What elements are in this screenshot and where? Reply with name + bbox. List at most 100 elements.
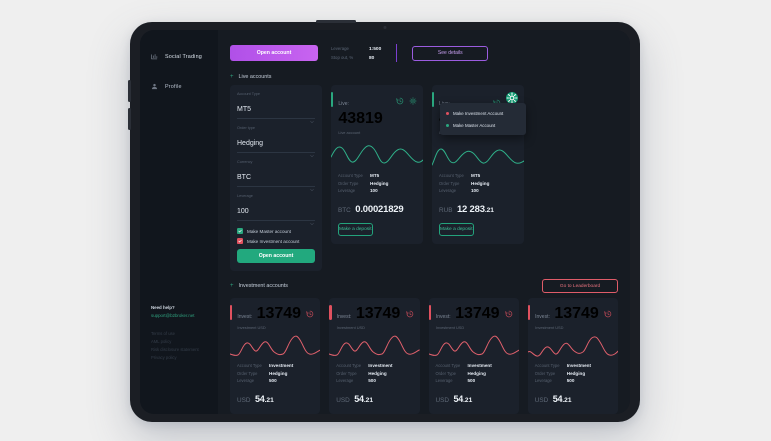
menu-item-label: Make Master Account — [453, 122, 496, 128]
detail-key: Order Type — [338, 180, 359, 186]
live-account-card: Live: 43819 Live account — [331, 85, 423, 244]
card-title-group: Invest: 13749 Investment USD — [436, 305, 500, 330]
card-account-id: 13749 — [355, 305, 401, 322]
detail-value: Hedging — [370, 180, 389, 186]
make-deposit-button[interactable]: Make a deposit — [439, 222, 474, 236]
see-details-button[interactable]: See details — [412, 45, 489, 61]
menu-item-make-master-account[interactable]: Make Master Account — [440, 119, 526, 131]
go-to-leaderboard-button[interactable]: Go to Leaderboard — [542, 279, 618, 293]
balance-currency: USD — [237, 396, 251, 404]
detail-value: Hedging — [566, 370, 586, 376]
order-type-select[interactable]: Order type Hedging — [237, 126, 315, 158]
bullet-icon — [446, 123, 449, 127]
gear-icon[interactable] — [409, 92, 417, 105]
card-subtitle: Investment USD — [435, 325, 465, 330]
make-deposit-button[interactable]: Make a deposit — [338, 222, 373, 236]
detail-row: Order Type Hedging — [336, 371, 412, 376]
support-email-link[interactable]: support@b2broker.net — [151, 313, 195, 318]
detail-value: 100 — [370, 188, 378, 193]
card-title-group: Live: 43819 Live account — [338, 92, 396, 135]
footer-link-risk[interactable]: Risk disclosure statement — [151, 347, 199, 352]
main-content: Open account Leverage 1:500 Stop out, % … — [218, 30, 630, 414]
detail-value: 500 — [467, 378, 476, 383]
gear-icon-active[interactable] — [506, 92, 518, 104]
card-account-id: 13749 — [256, 305, 302, 322]
live-account-card: Live: 47291 Live account — [432, 85, 526, 244]
detail-value: MT5 — [471, 173, 481, 178]
device-power-button — [316, 20, 356, 23]
sidebar-item-profile[interactable]: Profile — [140, 77, 218, 96]
card-header: Invest: 13749 Investment USD — [527, 298, 618, 330]
card-balance: RUB 12 283.21 — [432, 196, 524, 217]
detail-value: 500 — [269, 378, 277, 383]
card-account-id: 43819 — [338, 110, 383, 127]
history-icon[interactable] — [396, 92, 404, 105]
card-balance: USD 54.21 — [429, 386, 519, 407]
card-header: Invest: 13749 Investment USD — [329, 298, 419, 330]
stat-label: Stop out, % — [331, 54, 354, 60]
device-volume-up-button — [128, 80, 131, 102]
top-bar: Open account Leverage 1:500 Stop out, % … — [230, 40, 618, 66]
section-title: Live accounts — [238, 74, 272, 80]
detail-key: Account Type — [534, 363, 560, 368]
live-accounts-title-group[interactable]: + Live accounts — [230, 74, 271, 80]
chevron-down-icon — [310, 145, 314, 158]
footer-link-terms[interactable]: Terms of use — [151, 331, 175, 336]
balance-sparkline-chart — [428, 335, 519, 356]
card-balance: USD 54.21 — [528, 386, 618, 407]
detail-key: Account Type — [237, 363, 262, 368]
card-prefix: Invest: — [336, 314, 352, 320]
card-header: Invest: 13749 Investment USD — [230, 298, 320, 330]
stat-label: Leverage — [331, 45, 349, 51]
balance-decimals: .21 — [264, 396, 274, 404]
sidebar-spacer — [140, 66, 218, 77]
submit-open-account-button[interactable]: Open account — [237, 249, 315, 263]
card-title-group: Invest: 13749 Investment USD — [535, 305, 599, 330]
sidebar-item-social-trading[interactable]: Social Trading — [140, 47, 218, 66]
detail-row: Account Type MT5 — [338, 173, 416, 178]
detail-value: Investment — [566, 363, 592, 368]
open-account-button[interactable]: Open account — [230, 45, 318, 61]
detail-key: Leverage — [435, 378, 453, 383]
detail-row: Account Type Investment — [436, 363, 512, 368]
investment-accounts-title-group[interactable]: + Investment accounts — [230, 283, 288, 289]
balance-currency: USD — [435, 396, 450, 404]
footer-link-aml[interactable]: AML policy — [151, 339, 172, 344]
create-account-form: Account Type MT5 Order type Hedging Curr… — [230, 85, 322, 271]
balance-amount: 54 — [354, 393, 364, 404]
account-type-select[interactable]: Account Type MT5 — [237, 92, 315, 124]
history-icon[interactable] — [405, 305, 414, 318]
user-icon — [151, 83, 158, 90]
history-icon[interactable] — [505, 305, 513, 318]
card-actions — [396, 92, 417, 105]
card-details: Account Type Investment Order Type Hedging… — [329, 363, 419, 383]
detail-value: MT5 — [370, 173, 380, 178]
field-value: MT5 — [237, 106, 251, 113]
card-subtitle: Live account — [338, 130, 361, 135]
plus-icon: + — [230, 283, 234, 289]
detail-key: Order Type — [534, 370, 556, 376]
menu-item-make-investment-account[interactable]: Make Investment Account — [440, 107, 526, 119]
checkbox-checked-icon[interactable] — [237, 228, 243, 234]
stat-value: 80 — [369, 55, 375, 61]
make-master-account-checkbox-row[interactable]: Make Master account — [237, 228, 315, 234]
currency-select[interactable]: Currency BTC — [237, 160, 315, 192]
history-icon[interactable] — [493, 94, 501, 107]
card-balance: USD 54.21 — [230, 386, 320, 407]
balance-sparkline-chart — [331, 145, 423, 164]
card-prefix: Invest: — [535, 314, 550, 320]
tablet-device-frame: Social Trading Profile Need help? suppor… — [128, 20, 640, 422]
footer-link-privacy[interactable]: Privacy policy — [151, 355, 177, 360]
history-icon[interactable] — [604, 305, 612, 318]
history-icon[interactable] — [306, 305, 314, 318]
sidebar-help-block: Need help? support@b2broker.net — [151, 305, 213, 318]
card-accent-bar — [432, 92, 435, 107]
detail-key: Order Type — [336, 370, 357, 376]
account-actions-dropdown: Make Investment Account Make Master Acco… — [440, 103, 526, 135]
leverage-select[interactable]: Leverage 100 — [237, 194, 315, 226]
balance-sparkline-chart — [432, 148, 524, 166]
make-investment-account-checkbox-row[interactable]: Make Investment account — [237, 238, 315, 244]
card-actions — [604, 305, 612, 318]
checkbox-checked-icon[interactable] — [237, 238, 243, 244]
field-label: Account Type — [237, 92, 260, 96]
